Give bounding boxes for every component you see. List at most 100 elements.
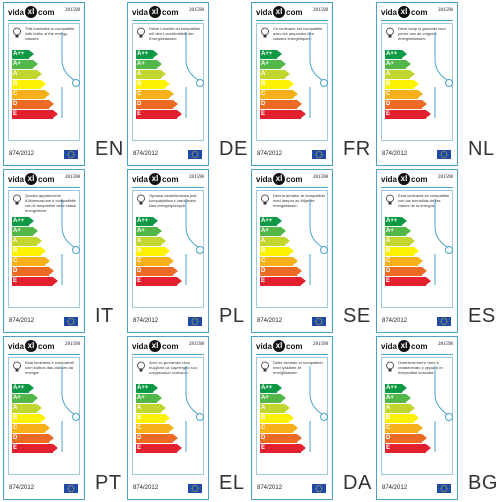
energy-class-bar: C bbox=[12, 424, 50, 433]
brand-name-right: com bbox=[162, 174, 179, 184]
energy-label-card: vida xl com 281598 Dette armatur er kompatib… bbox=[251, 336, 333, 500]
card-footer: 874/2012 bbox=[381, 149, 453, 161]
card-body: Осветителното тяло е съвместимо с крушки… bbox=[381, 357, 453, 475]
energy-label-cell: vida xl com 281598 Ce luminaire est compatib… bbox=[251, 2, 376, 168]
pendant-lamp-icon bbox=[309, 366, 328, 452]
card-body: Diese Leuchte ist kompatibel mit den Leu… bbox=[132, 23, 204, 141]
energy-class-bar: D bbox=[12, 434, 54, 443]
energy-class-label: A+ bbox=[386, 61, 394, 67]
energy-class-bar: E bbox=[136, 444, 182, 453]
energy-class-bar: A+ bbox=[260, 227, 286, 236]
language-code: EL bbox=[219, 472, 245, 494]
brand-name-left: vida bbox=[132, 7, 149, 17]
light-bulb-icon bbox=[386, 27, 394, 38]
energy-class-label: B bbox=[137, 248, 142, 254]
energy-class-bar: C bbox=[260, 90, 298, 99]
energy-class-bar: E bbox=[260, 444, 306, 453]
energy-label-card: vida xl com 281598 Oprawa oświetleniowa jest… bbox=[127, 169, 209, 333]
energy-class-label: A+ bbox=[137, 228, 145, 234]
energy-label-cell: vida xl com 281598 This luminaire is compati… bbox=[3, 2, 128, 168]
energy-class-bar: A++ bbox=[12, 384, 34, 393]
energy-class-bar: B bbox=[260, 414, 294, 423]
energy-class-label: A++ bbox=[386, 218, 398, 224]
energy-class-label: A++ bbox=[137, 218, 149, 224]
compatibility-text: Deze lamp is geschikt voor peren van de … bbox=[398, 26, 446, 41]
brand-name-right: com bbox=[38, 7, 55, 17]
energy-label-card: vida xl com 281598 Denna armatur är kompatib… bbox=[251, 169, 333, 333]
energy-class-label: C bbox=[261, 91, 266, 97]
energy-class-bar: A bbox=[260, 70, 290, 79]
pendant-lamp-icon bbox=[434, 366, 453, 452]
energy-class-label: E bbox=[13, 445, 18, 451]
card-header: vida xl com 281598 bbox=[256, 6, 328, 19]
energy-class-bar: B bbox=[12, 80, 46, 89]
energy-class-bar: A bbox=[136, 70, 166, 79]
pendant-lamp-icon bbox=[309, 32, 328, 118]
brand-mark: xl bbox=[25, 173, 38, 185]
brand-name-left: vida bbox=[132, 174, 149, 184]
brand-logo: vida xl com bbox=[8, 173, 54, 185]
energy-class-label: D bbox=[386, 435, 391, 441]
card-body: Dette armatur er kompatibel med lyskilde… bbox=[256, 357, 328, 475]
energy-class-bar: A+ bbox=[260, 394, 286, 403]
card-footer: 874/2012 bbox=[132, 483, 204, 495]
regulation-number: 874/2012 bbox=[257, 485, 283, 491]
light-bulb-icon bbox=[386, 361, 394, 372]
light-bulb-icon bbox=[13, 27, 21, 38]
light-bulb-icon bbox=[261, 194, 269, 205]
card-header: vida xl com 281598 bbox=[132, 340, 204, 353]
brand-name-right: com bbox=[286, 7, 303, 17]
energy-class-label: A++ bbox=[137, 51, 149, 57]
brand-name-left: vida bbox=[381, 7, 398, 17]
card-header: vida xl com 281598 bbox=[256, 173, 328, 186]
brand-logo: vida xl com bbox=[256, 6, 302, 18]
energy-class-bar: E bbox=[385, 110, 431, 119]
eu-flag-icon bbox=[188, 150, 202, 159]
energy-class-bar: A++ bbox=[260, 217, 282, 226]
energy-class-label: D bbox=[386, 268, 391, 274]
energy-class-label: A++ bbox=[386, 51, 398, 57]
product-code: 281598 bbox=[313, 8, 328, 13]
energy-class-label: C bbox=[261, 425, 266, 431]
energy-class-label: E bbox=[261, 445, 266, 451]
energy-class-scale: A++ A+ A B C D E bbox=[12, 50, 58, 120]
energy-class-bar: A++ bbox=[136, 217, 158, 226]
card-header: vida xl com 281598 bbox=[381, 173, 453, 186]
energy-class-bar: D bbox=[12, 267, 54, 276]
language-code: BG bbox=[468, 472, 498, 494]
energy-class-label: A bbox=[261, 238, 266, 244]
compatibility-text: Oprawa oświetleniowa jest kompatybilna z… bbox=[149, 193, 197, 208]
energy-class-bar: A+ bbox=[385, 227, 411, 236]
energy-class-bar: B bbox=[136, 80, 170, 89]
brand-name-right: com bbox=[38, 174, 55, 184]
energy-class-label: C bbox=[386, 425, 391, 431]
regulation-number: 874/2012 bbox=[257, 151, 283, 157]
light-bulb-icon bbox=[261, 27, 269, 38]
card-footer: 874/2012 bbox=[132, 149, 204, 161]
energy-class-bar: A bbox=[12, 237, 42, 246]
compatibility-text: Diese Leuchte ist kompatibel mit den Leu… bbox=[149, 26, 201, 41]
energy-class-label: E bbox=[261, 111, 266, 117]
header-divider bbox=[8, 354, 80, 355]
compatibility-text: Dette armatur er kompatibel med lyskilde… bbox=[273, 360, 323, 375]
brand-logo: vida xl com bbox=[256, 173, 302, 185]
card-header: vida xl com 281598 bbox=[8, 340, 80, 353]
energy-class-bar: E bbox=[260, 110, 306, 119]
energy-class-bar: A+ bbox=[12, 227, 38, 236]
energy-class-label: E bbox=[137, 445, 142, 451]
energy-class-label: A++ bbox=[13, 385, 25, 391]
energy-class-label: E bbox=[261, 278, 266, 284]
energy-class-label: A bbox=[137, 71, 142, 77]
energy-label-card: vida xl com 281598 Αυτό το φωτιστικό είναι σ… bbox=[127, 336, 209, 500]
energy-class-bar: A+ bbox=[136, 60, 162, 69]
energy-class-label: E bbox=[13, 111, 18, 117]
energy-class-bar: E bbox=[385, 277, 431, 286]
energy-class-label: A+ bbox=[13, 61, 21, 67]
light-bulb-icon bbox=[386, 194, 394, 205]
energy-class-bar: D bbox=[385, 100, 427, 109]
energy-class-bar: C bbox=[136, 424, 174, 433]
eu-flag-icon bbox=[188, 317, 202, 326]
energy-class-bar: A bbox=[136, 404, 166, 413]
brand-mark: xl bbox=[273, 340, 286, 352]
eu-flag-icon bbox=[64, 150, 78, 159]
